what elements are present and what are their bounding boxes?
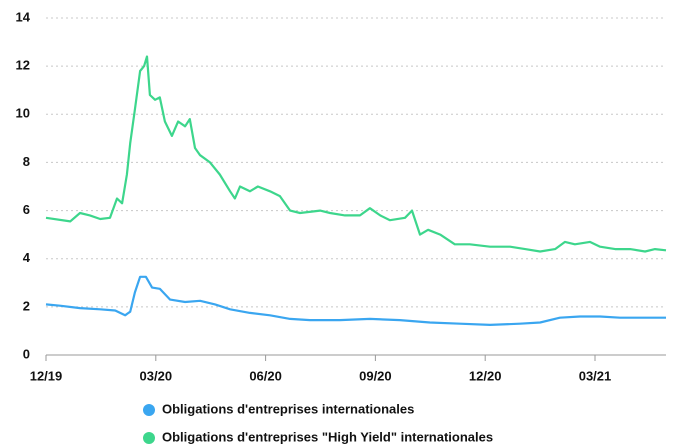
legend-marker — [143, 432, 155, 444]
x-tick-label: 06/20 — [249, 368, 282, 383]
y-tick-label: 6 — [23, 202, 30, 217]
x-tick-label: 12/20 — [469, 368, 502, 383]
y-tick-label: 0 — [23, 346, 30, 361]
x-tick-label: 12/19 — [30, 368, 63, 383]
legend-label: Obligations d'entreprises internationale… — [162, 401, 414, 416]
legend-label: Obligations d'entreprises "High Yield" i… — [162, 429, 493, 444]
y-tick-label: 14 — [16, 9, 31, 24]
legend-marker — [143, 404, 155, 416]
x-tick-label: 03/21 — [579, 368, 612, 383]
y-tick-label: 8 — [23, 154, 30, 169]
series-line — [45, 275, 666, 326]
x-tick-label: 03/20 — [140, 368, 173, 383]
series-line — [45, 55, 667, 253]
y-tick-label: 4 — [23, 250, 31, 265]
y-tick-label: 12 — [16, 58, 30, 73]
y-tick-label: 2 — [23, 298, 30, 313]
y-tick-label: 10 — [16, 106, 30, 121]
x-tick-label: 09/20 — [359, 368, 392, 383]
